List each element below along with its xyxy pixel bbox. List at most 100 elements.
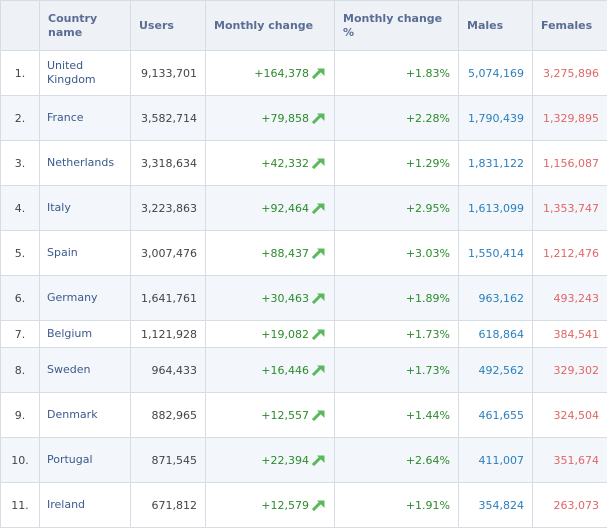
monthly-change-cell: +88,437 (205, 230, 335, 276)
monthly-change-cell: +42,332 (205, 140, 335, 186)
users-cell: 1,641,761 (130, 275, 206, 321)
country-cell[interactable]: Italy (39, 185, 131, 231)
males-cell: 1,550,414 (458, 230, 533, 276)
monthly-change-value: +16,446 (261, 363, 309, 377)
table-row: 4. Italy 3,223,863 +92,464 +2.95% 1,613,… (0, 185, 607, 231)
arrow-up-right-icon (312, 292, 325, 304)
females-cell: 329,302 (532, 347, 607, 393)
monthly-change-pct-cell: +2.28% (334, 95, 459, 141)
users-cell: 9,133,701 (130, 50, 206, 96)
country-cell[interactable]: Germany (39, 275, 131, 321)
arrow-up-right-icon (312, 247, 325, 259)
males-cell: 1,613,099 (458, 185, 533, 231)
males-cell: 1,790,439 (458, 95, 533, 141)
rank-cell: 7. (0, 320, 40, 348)
females-cell: 1,212,476 (532, 230, 607, 276)
country-cell[interactable]: France (39, 95, 131, 141)
monthly-change-cell: +30,463 (205, 275, 335, 321)
table-row: 11. Ireland 671,812 +12,579 +1.91% 354,8… (0, 482, 607, 528)
country-cell[interactable]: Spain (39, 230, 131, 276)
monthly-change-cell: +12,579 (205, 482, 335, 528)
females-cell: 1,329,895 (532, 95, 607, 141)
males-column-header[interactable]: Males (458, 0, 533, 51)
males-cell: 963,162 (458, 275, 533, 321)
monthly-change-cell: +79,858 (205, 95, 335, 141)
rank-cell: 2. (0, 95, 40, 141)
monthly-change-pct-cell: +1.44% (334, 392, 459, 438)
monthly-change-cell: +12,557 (205, 392, 335, 438)
table-row: 2. France 3,582,714 +79,858 +2.28% 1,790… (0, 95, 607, 141)
arrow-up-right-icon (312, 409, 325, 421)
monthly-change-pct-cell: +2.64% (334, 437, 459, 483)
monthly-change-cell: +92,464 (205, 185, 335, 231)
rank-cell: 3. (0, 140, 40, 186)
females-cell: 324,504 (532, 392, 607, 438)
rank-cell: 10. (0, 437, 40, 483)
males-cell: 354,824 (458, 482, 533, 528)
arrow-up-right-icon (312, 67, 325, 79)
users-cell: 3,223,863 (130, 185, 206, 231)
males-cell: 461,655 (458, 392, 533, 438)
country-cell[interactable]: United Kingdom (39, 50, 131, 96)
females-cell: 1,156,087 (532, 140, 607, 186)
monthly-change-pct-cell: +1.83% (334, 50, 459, 96)
header-row: Country name Users Monthly change Monthl… (0, 0, 607, 51)
monthly-change-cell: +164,378 (205, 50, 335, 96)
monthly-change-value: +92,464 (261, 201, 309, 215)
arrow-up-right-icon (312, 202, 325, 214)
females-column-header[interactable]: Females (532, 0, 607, 51)
table-row: 5. Spain 3,007,476 +88,437 +3.03% 1,550,… (0, 230, 607, 276)
monthly-change-column-header[interactable]: Monthly change (205, 0, 335, 51)
arrow-up-right-icon (312, 499, 325, 511)
rank-cell: 6. (0, 275, 40, 321)
monthly-change-pct-column-header[interactable]: Monthly change % (334, 0, 459, 51)
country-column-header[interactable]: Country name (39, 0, 131, 51)
users-cell: 964,433 (130, 347, 206, 393)
table-row: 3. Netherlands 3,318,634 +42,332 +1.29% … (0, 140, 607, 186)
monthly-change-value: +88,437 (261, 246, 309, 260)
country-cell[interactable]: Denmark (39, 392, 131, 438)
females-cell: 3,275,896 (532, 50, 607, 96)
monthly-change-cell: +19,082 (205, 320, 335, 348)
arrow-up-right-icon (312, 364, 325, 376)
users-cell: 3,318,634 (130, 140, 206, 186)
monthly-change-cell: +16,446 (205, 347, 335, 393)
males-cell: 411,007 (458, 437, 533, 483)
females-cell: 351,674 (532, 437, 607, 483)
country-cell[interactable]: Ireland (39, 482, 131, 528)
rank-cell: 5. (0, 230, 40, 276)
females-cell: 493,243 (532, 275, 607, 321)
country-cell[interactable]: Belgium (39, 320, 131, 348)
monthly-change-value: +12,579 (261, 498, 309, 512)
country-cell[interactable]: Netherlands (39, 140, 131, 186)
females-cell: 263,073 (532, 482, 607, 528)
table-row: 10. Portugal 871,545 +22,394 +2.64% 411,… (0, 437, 607, 483)
users-cell: 1,121,928 (130, 320, 206, 348)
table-row: 9. Denmark 882,965 +12,557 +1.44% 461,65… (0, 392, 607, 438)
arrow-up-right-icon (312, 112, 325, 124)
rank-cell: 1. (0, 50, 40, 96)
users-cell: 3,007,476 (130, 230, 206, 276)
monthly-change-value: +12,557 (261, 408, 309, 422)
users-cell: 871,545 (130, 437, 206, 483)
country-cell[interactable]: Sweden (39, 347, 131, 393)
arrow-up-right-icon (312, 454, 325, 466)
arrow-up-right-icon (312, 328, 325, 340)
users-cell: 882,965 (130, 392, 206, 438)
monthly-change-pct-cell: +1.89% (334, 275, 459, 321)
monthly-change-pct-cell: +1.29% (334, 140, 459, 186)
males-cell: 5,074,169 (458, 50, 533, 96)
females-cell: 1,353,747 (532, 185, 607, 231)
rank-column-header (0, 0, 40, 51)
females-cell: 384,541 (532, 320, 607, 348)
monthly-change-cell: +22,394 (205, 437, 335, 483)
users-column-header[interactable]: Users (130, 0, 206, 51)
monthly-change-value: +22,394 (261, 453, 309, 467)
males-cell: 492,562 (458, 347, 533, 393)
monthly-change-value: +79,858 (261, 111, 309, 125)
males-cell: 1,831,122 (458, 140, 533, 186)
males-cell: 618,864 (458, 320, 533, 348)
monthly-change-pct-cell: +1.73% (334, 347, 459, 393)
country-cell[interactable]: Portugal (39, 437, 131, 483)
